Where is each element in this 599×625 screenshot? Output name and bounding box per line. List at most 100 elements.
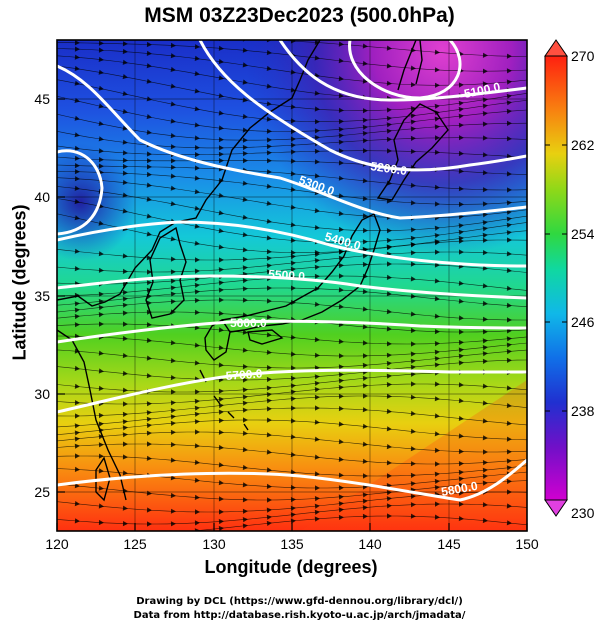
- colorbar-top-arrow: [544, 39, 568, 57]
- streamline-arrow: [146, 213, 152, 219]
- streamline-arrow: [386, 244, 392, 250]
- streamline-arrow: [74, 176, 80, 182]
- streamline-arrow: [122, 370, 128, 376]
- streamline-arrow: [434, 149, 440, 155]
- streamline-arrow: [506, 349, 512, 355]
- streamline-arrow: [386, 122, 392, 128]
- streamline-arrow: [506, 436, 512, 442]
- streamline-arrow: [387, 513, 392, 519]
- streamline-arrow: [435, 501, 440, 507]
- streamline-arrow: [242, 265, 248, 271]
- streamline-arrow: [314, 135, 320, 141]
- colorbar-bottom-arrow: [544, 499, 568, 517]
- streamline-arrow: [410, 472, 416, 478]
- streamline-arrow: [410, 351, 416, 357]
- streamline-arrow: [507, 317, 512, 323]
- hokkaido-coast: [376, 103, 449, 201]
- streamline-arrow: [267, 158, 272, 164]
- streamline-arrow: [314, 503, 320, 509]
- streamline-arrow: [266, 169, 272, 175]
- streamline-arrow: [410, 327, 416, 334]
- streamline-arrow: [170, 83, 176, 89]
- streamline-arrow: [122, 150, 128, 156]
- streamline-arrow: [122, 335, 128, 342]
- streamline-arrow: [506, 342, 512, 348]
- streamline-arrow: [74, 400, 80, 406]
- streamline-arrow: [74, 301, 80, 307]
- streamline-arrow: [170, 144, 176, 150]
- streamline-arrow: [122, 268, 128, 274]
- streamline-arrow: [459, 501, 464, 507]
- streamline-arrow: [218, 267, 224, 273]
- streamline-arrow: [386, 444, 392, 450]
- chart-title: MSM 03Z23Dec2023 (500.0hPa): [144, 4, 455, 27]
- streamline-arrow: [434, 514, 440, 520]
- contour-5500: [57, 274, 527, 300]
- streamline-arrow: [74, 65, 80, 71]
- x-tick-label: 120: [45, 536, 69, 552]
- streamline-arrow: [242, 329, 248, 335]
- streamline-arrow: [266, 83, 272, 89]
- streamline-arrow: [339, 353, 344, 359]
- streamline-arrow: [410, 148, 416, 154]
- streamline-arrow: [434, 313, 440, 319]
- streamline-arrow: [314, 225, 320, 231]
- streamline-arrow: [363, 473, 368, 479]
- streamline-arrow: [362, 362, 368, 368]
- streamline-arrow: [218, 409, 224, 415]
- streamline-arrow: [339, 239, 344, 245]
- streamline-arrow: [458, 382, 464, 388]
- streamline-arrow: [75, 34, 80, 39]
- streamline-arrow: [266, 365, 272, 371]
- streamline-arrow: [362, 306, 368, 312]
- streamline-arrow: [506, 209, 512, 215]
- streamline-arrow: [146, 63, 152, 69]
- streamline-arrow: [98, 251, 104, 257]
- streamline-arrow: [98, 267, 104, 273]
- streamline-arrow: [194, 477, 200, 483]
- streamline-arrow: [194, 145, 200, 151]
- y-tick-label: 45: [34, 91, 50, 107]
- streamline-arrow: [98, 121, 104, 126]
- streamline-arrow: [434, 278, 440, 284]
- streamline-arrow: [314, 273, 320, 279]
- streamline-arrow: [74, 248, 80, 254]
- streamline-arrow: [195, 389, 200, 395]
- streamline-arrow: [482, 480, 488, 486]
- streamline-arrow: [410, 481, 416, 487]
- streamline-arrow: [98, 412, 104, 419]
- streamline-arrow: [266, 298, 272, 304]
- streamline-arrow: [362, 423, 368, 429]
- streamline-arrow: [146, 422, 152, 429]
- streamline-arrow: [458, 298, 464, 304]
- streamline-arrow: [338, 210, 344, 217]
- y-tick-label: 25: [34, 484, 50, 500]
- streamline-arrow: [410, 227, 416, 233]
- streamline-arrow: [506, 230, 512, 236]
- streamline-arrow: [482, 283, 488, 289]
- streamline-arrow: [434, 262, 440, 268]
- streamline-arrow: [362, 261, 368, 268]
- streamline-arrow: [314, 55, 320, 61]
- streamline-arrow: [98, 47, 104, 53]
- streamline-arrow: [98, 503, 104, 509]
- streamline-arrow: [98, 220, 104, 226]
- streamline-arrow: [458, 433, 464, 439]
- streamline-arrow: [338, 384, 344, 391]
- streamline-arrow: [362, 117, 368, 123]
- streamline-arrow: [194, 282, 200, 288]
- streamline-arrow: [482, 232, 488, 238]
- streamline-arrow: [482, 467, 488, 473]
- streamline-arrow: [146, 416, 152, 422]
- streamline-arrow: [242, 79, 248, 85]
- streamline-arrow: [122, 310, 128, 316]
- streamline-arrow: [218, 280, 224, 286]
- streamline-arrow: [482, 329, 488, 335]
- streamline-arrow: [458, 122, 464, 128]
- streamline-arrow: [98, 148, 104, 154]
- streamline-arrow: [122, 139, 128, 145]
- streamline-arrow: [434, 362, 440, 368]
- streamline-arrow: [386, 107, 392, 113]
- streamline-arrow: [98, 453, 104, 459]
- streamline-arrow: [98, 136, 104, 142]
